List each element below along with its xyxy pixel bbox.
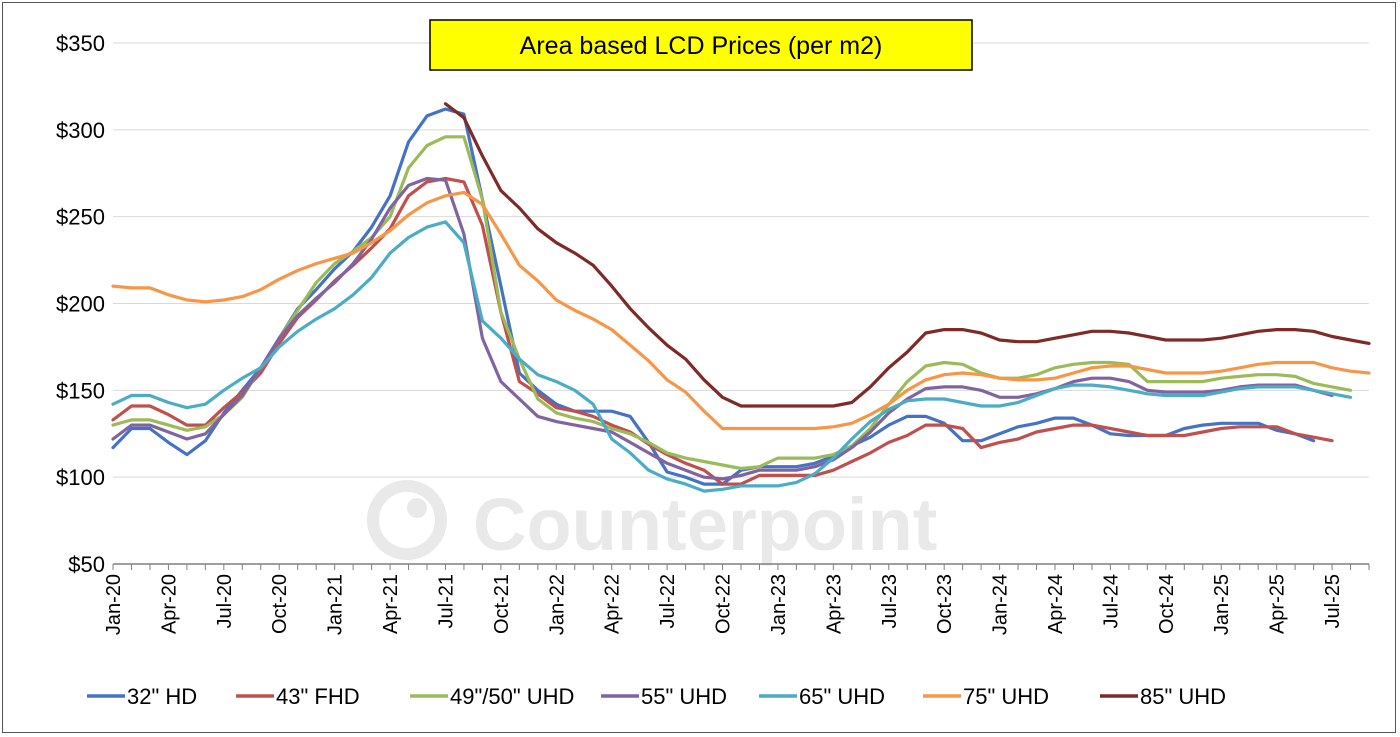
x-tick-label: Apr-24 — [1045, 574, 1067, 634]
y-tick-label: $150 — [56, 378, 105, 403]
y-tick-label: $250 — [56, 205, 105, 230]
x-tick-label: Jan-24 — [990, 574, 1012, 635]
x-tick-label: Apr-25 — [1267, 574, 1289, 634]
y-tick-label: $350 — [56, 31, 105, 56]
legend-label: 65" UHD — [799, 684, 885, 709]
y-tick-label: $300 — [56, 118, 105, 143]
gridlines — [113, 42, 1369, 478]
x-tick-label: Apr-23 — [823, 574, 845, 634]
legend-label: 55" UHD — [641, 684, 727, 709]
x-tick-label: Jan-23 — [768, 574, 790, 635]
line-chart: $50 $100 $150 $200 $250 $300 $350 Counterpoint… — [56, 19, 1371, 709]
x-tick-label: Jan-20 — [103, 574, 125, 635]
chart-title-text: Area based LCD Prices (per m2) — [520, 32, 883, 60]
x-tick-label: Oct-24 — [1156, 574, 1178, 634]
watermark: Counterpoint — [473, 483, 937, 566]
series-line-3 — [111, 176, 1334, 481]
legend: 32" HD 43" FHD 49"/50" UHD 55" UHD 65" UHD 75… — [87, 684, 1226, 709]
legend-label: 75" UHD — [963, 684, 1049, 709]
y-axis-ticks: $50 $100 $150 $200 $250 $300 $350 — [56, 31, 105, 577]
series-line-5 — [111, 190, 1371, 431]
x-tick-label: Apr-20 — [158, 574, 180, 634]
x-tick-label: Jan-25 — [1211, 574, 1233, 635]
series-line-0 — [111, 107, 1316, 486]
series-line-6 — [443, 102, 1371, 408]
x-axis-ticks: Jan-20 Apr-20 Jul-20 Oct-20 Jan-21 Apr-21 Jul-… — [103, 574, 1344, 635]
series-line-4 — [111, 220, 1353, 493]
chart-title-box — [429, 19, 973, 71]
x-tick-label: Oct-20 — [269, 574, 291, 634]
x-tick-label: Apr-22 — [602, 574, 624, 634]
x-tick-label: Jul-21 — [435, 574, 457, 628]
x-tick-label: Oct-21 — [491, 574, 513, 634]
legend-label: 32" HD — [127, 684, 197, 709]
legend-label: 49"/50" UHD — [450, 684, 574, 709]
x-tick-label: Oct-22 — [713, 574, 735, 634]
x-axis — [112, 563, 1370, 570]
y-tick-label: $200 — [56, 292, 105, 317]
legend-label: 85" UHD — [1140, 684, 1226, 709]
series-line-2 — [111, 135, 1353, 471]
x-tick-label: Oct-23 — [934, 574, 956, 634]
series-lines — [111, 102, 1371, 493]
x-tick-label: Jan-21 — [325, 574, 347, 635]
x-tick-label: Jul-23 — [879, 574, 901, 628]
x-tick-label: Jan-22 — [546, 574, 568, 635]
x-tick-label: Jul-22 — [657, 574, 679, 628]
y-tick-label: $100 — [56, 465, 105, 490]
y-tick-label: $50 — [68, 552, 105, 577]
x-tick-label: Jul-25 — [1322, 574, 1344, 628]
chart-title: Area based LCD Prices (per m2) — [429, 19, 973, 71]
x-tick-label: Jul-24 — [1100, 574, 1122, 628]
watermark-logo-icon — [367, 480, 447, 560]
legend-label: 43" FHD — [276, 684, 360, 709]
x-tick-label: Jul-20 — [214, 574, 236, 628]
x-tick-label: Apr-21 — [380, 574, 402, 634]
